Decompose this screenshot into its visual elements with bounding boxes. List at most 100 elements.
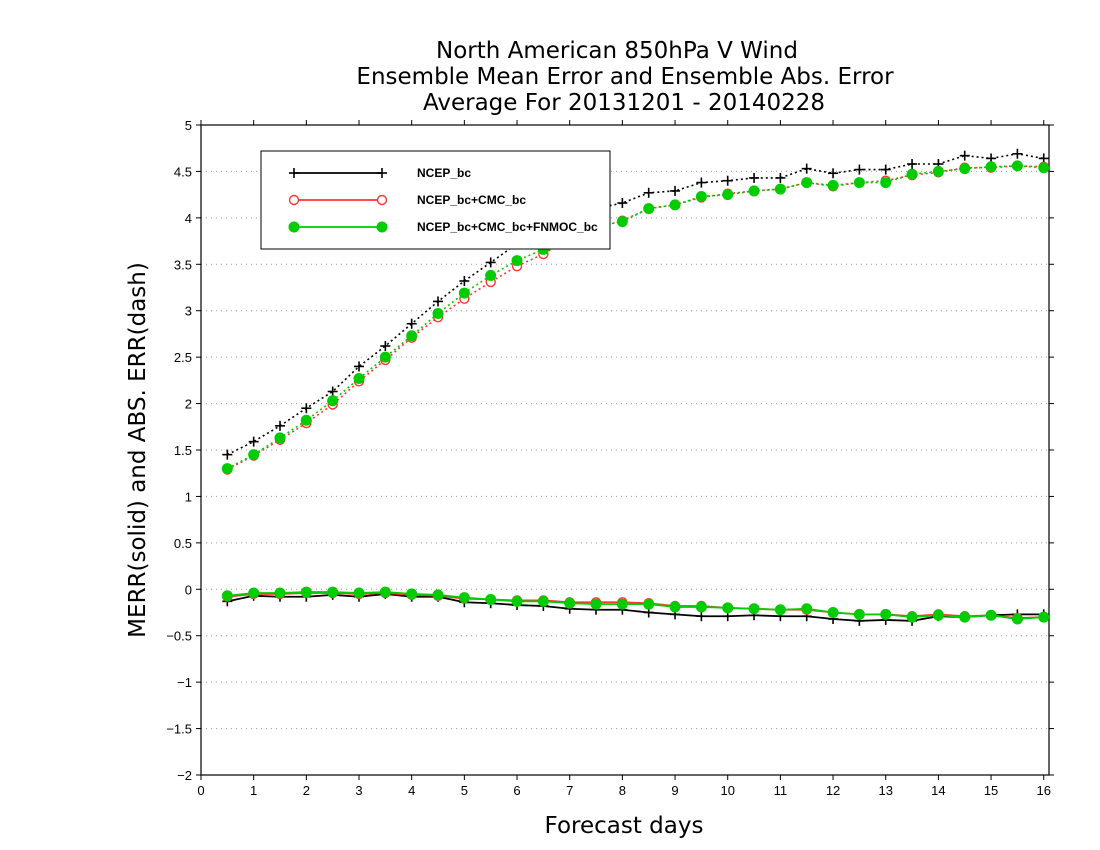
legend-marker-start [288,221,300,233]
legend-marker-end [377,168,387,178]
grid [201,170,1049,730]
merr-point [774,604,786,616]
legend-label: NCEP_bc+CMC_bc+FNMOC_bc [417,220,598,234]
abs-err-point [827,179,839,191]
merr-point [248,587,260,599]
merr-point [1038,611,1050,623]
abs-err-point [775,172,786,183]
abs-err-point [617,198,628,208]
merr-point [853,608,865,620]
abs-err-point [354,361,365,372]
legend-entry-2: NCEP_bc+CMC_bc+FNMOC_bc [288,220,598,234]
abs-err-point [669,199,681,211]
abs-err-point [880,164,891,175]
merr-point [458,592,470,604]
merr-point [485,594,497,605]
x-tick-label: 11 [774,783,788,798]
merr-point [327,586,339,598]
merr-point [221,590,233,602]
abs-err-point [748,185,760,197]
merr-point [353,587,365,599]
abs-err-point [854,164,865,175]
abs-err-point [906,168,918,180]
y-tick-label: 0 [185,582,192,597]
y-tick-label: −2 [177,768,192,783]
title-line-2: Ensemble Mean Error and Ensemble Abs. Er… [356,64,894,90]
abs-err-point [985,161,997,173]
legend: NCEP_bc NCEP_bc+CMC_bc NCEP_bc+CMC_bc+FNMO… [260,150,611,250]
y-tick-label: 0.5 [174,536,192,551]
abs-err-point [274,432,286,444]
abs-err-point [301,403,312,414]
merr-point [696,611,707,622]
y-tick-label: 1 [185,489,192,504]
abs-err-point [853,177,865,189]
merr-point [669,601,681,613]
legend-marker-end [376,221,388,233]
abs-err-point [801,163,812,174]
y-tick-label: −1.5 [166,722,192,737]
merr-point [537,595,549,607]
legend-marker-start [288,194,300,206]
abs-err-point [907,159,918,169]
abs-err-point [749,172,760,183]
y-tick-label: 5 [185,118,192,133]
title-line-3: Average For 20131201 - 20140228 [423,90,825,116]
abs-err-point [485,257,496,268]
abs-err-point [379,351,391,363]
merr-point [274,587,286,599]
x-tick-label: 6 [513,783,520,798]
abs-err-point [275,420,286,431]
merr-point [564,597,576,609]
abs-err-point [406,318,417,329]
x-tick-label: 16 [1036,783,1050,798]
x-tick-label: 15 [984,783,998,798]
merr-point [985,609,997,621]
abs-err-line-2 [226,165,1044,470]
abs-err-point [1011,160,1023,172]
legend-label: NCEP_bc [417,166,471,180]
x-tick-label: 13 [878,783,892,798]
merr-point [300,586,312,598]
y-tick-label: 4.5 [174,164,192,179]
abs-err-point [511,255,523,267]
y-tick-label: 3.5 [174,257,192,272]
x-tick-label: 0 [197,783,204,798]
abs-err-point [300,414,312,426]
y-axis-label: MERR(solid) and ABS. ERR(dash) [125,262,151,638]
abs-err-point [880,177,892,189]
abs-err-point [801,177,813,189]
merr-point [959,611,971,623]
merr-point [827,607,839,618]
abs-err-point [458,287,470,299]
abs-err-point [774,183,786,195]
abs-err-point [695,191,707,202]
merr-point [432,589,444,601]
x-tick-label: 7 [566,783,573,798]
merr-point [695,601,707,613]
abs-err-point [485,269,497,281]
x-tick-label: 4 [408,783,415,798]
y-tick-label: 4 [185,211,192,226]
x-tick-label: 9 [671,783,678,798]
x-tick-label: 1 [250,783,257,798]
abs-err-point [959,163,971,175]
axes: −2−1.5−1−0.500.511.522.533.544.550 1 2 3 4 5 6… [166,118,1054,798]
x-tick-label: 10 [720,783,734,798]
abs-err-point [643,203,655,215]
y-tick-label: 2.5 [174,350,192,365]
abs-err-point [433,296,444,307]
x-axis-label: Forecast days [545,813,704,839]
series-2 [221,160,1050,625]
merr-point [801,603,813,615]
merr-point [748,603,760,615]
merr-point [616,598,628,610]
merr-point [722,602,734,614]
abs-err-point [406,330,418,342]
abs-err-point [432,308,444,319]
merr-point [406,588,418,600]
merr-point [880,608,892,620]
abs-err-point [221,463,233,475]
x-tick-label: 8 [619,783,626,798]
